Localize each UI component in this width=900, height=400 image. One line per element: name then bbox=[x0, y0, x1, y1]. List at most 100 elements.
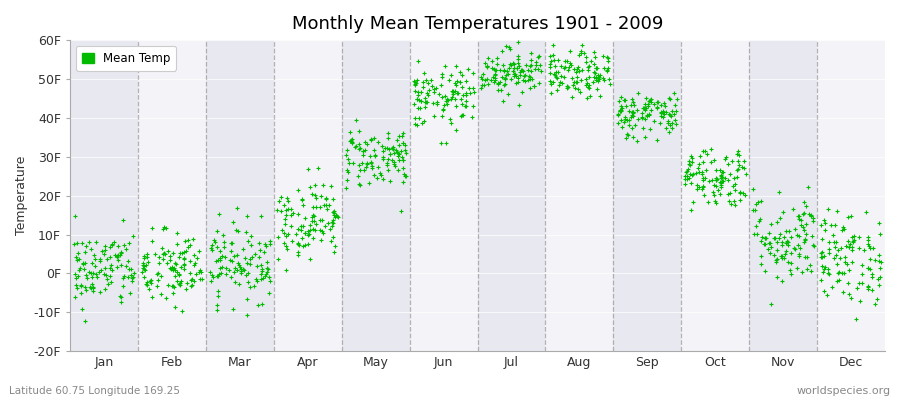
Point bbox=[426, 100, 440, 107]
Point bbox=[194, 269, 208, 276]
Point bbox=[75, 306, 89, 312]
Bar bbox=[342, 40, 410, 351]
Point bbox=[75, 240, 89, 246]
Point bbox=[96, 271, 111, 277]
Point bbox=[857, 246, 871, 253]
Point bbox=[749, 223, 763, 230]
Point bbox=[795, 269, 809, 275]
Point bbox=[427, 113, 441, 120]
Point bbox=[733, 190, 747, 196]
Point bbox=[814, 263, 829, 269]
Point bbox=[281, 198, 295, 204]
Point bbox=[386, 144, 400, 150]
Point bbox=[621, 132, 635, 138]
Point bbox=[326, 234, 340, 240]
Point bbox=[497, 82, 511, 88]
Point bbox=[508, 73, 522, 79]
Point bbox=[166, 290, 181, 296]
Point bbox=[653, 109, 668, 116]
Point bbox=[799, 254, 814, 261]
Point bbox=[360, 141, 374, 148]
Point bbox=[320, 196, 334, 202]
Point bbox=[814, 222, 828, 228]
Point bbox=[752, 218, 767, 224]
Point bbox=[95, 248, 110, 254]
Point bbox=[98, 265, 112, 271]
Point bbox=[84, 285, 98, 291]
Point bbox=[428, 85, 443, 92]
Point bbox=[817, 217, 832, 223]
Point bbox=[381, 167, 395, 173]
Point bbox=[873, 231, 887, 238]
Point bbox=[390, 137, 404, 143]
Point bbox=[326, 219, 340, 226]
Point bbox=[416, 79, 430, 85]
Point bbox=[187, 252, 202, 258]
Point bbox=[308, 182, 322, 188]
Point bbox=[139, 262, 153, 268]
Point bbox=[641, 100, 655, 107]
Point bbox=[798, 253, 813, 260]
Point bbox=[480, 64, 494, 70]
Point bbox=[381, 130, 395, 136]
Point bbox=[706, 188, 721, 195]
Point bbox=[98, 272, 112, 278]
Point bbox=[846, 239, 860, 246]
Point bbox=[367, 146, 382, 153]
Point bbox=[172, 254, 186, 260]
Point bbox=[500, 67, 514, 74]
Point bbox=[413, 89, 428, 96]
Point bbox=[145, 238, 159, 244]
Point bbox=[459, 92, 473, 98]
Point bbox=[392, 167, 406, 173]
Point bbox=[296, 223, 310, 229]
Point bbox=[151, 270, 166, 276]
Point bbox=[716, 169, 731, 175]
Point bbox=[679, 169, 693, 175]
Point bbox=[83, 284, 97, 290]
Point bbox=[176, 249, 191, 255]
Point bbox=[805, 233, 819, 240]
Point bbox=[668, 117, 682, 124]
Point bbox=[714, 175, 728, 182]
Point bbox=[520, 77, 535, 84]
Point bbox=[74, 281, 88, 288]
Point bbox=[438, 93, 453, 99]
Point bbox=[543, 70, 557, 76]
Point bbox=[561, 84, 575, 90]
Point bbox=[631, 116, 645, 122]
Point bbox=[546, 78, 561, 85]
Point bbox=[454, 101, 469, 107]
Point bbox=[490, 61, 504, 68]
Point bbox=[528, 59, 543, 65]
Point bbox=[589, 64, 603, 71]
Point bbox=[589, 65, 603, 71]
Point bbox=[453, 78, 467, 85]
Point bbox=[682, 161, 697, 167]
Point bbox=[619, 103, 634, 110]
Point bbox=[721, 177, 735, 184]
Point bbox=[546, 71, 561, 77]
Point bbox=[591, 78, 606, 84]
Point bbox=[714, 182, 728, 188]
Point bbox=[658, 103, 672, 110]
Point bbox=[432, 91, 446, 98]
Point bbox=[668, 102, 682, 108]
Point bbox=[692, 161, 706, 167]
Point bbox=[68, 213, 82, 220]
Point bbox=[698, 167, 713, 174]
Point bbox=[78, 243, 93, 250]
Point bbox=[689, 182, 704, 188]
Point bbox=[667, 111, 681, 117]
Point bbox=[344, 137, 358, 144]
Point bbox=[77, 248, 92, 255]
Point bbox=[696, 183, 710, 190]
Point bbox=[219, 271, 233, 278]
Point bbox=[684, 155, 698, 161]
Point bbox=[834, 270, 849, 276]
Point bbox=[111, 243, 125, 249]
Point bbox=[281, 206, 295, 212]
Point bbox=[94, 289, 108, 295]
Point bbox=[663, 96, 678, 102]
Point bbox=[726, 198, 741, 204]
